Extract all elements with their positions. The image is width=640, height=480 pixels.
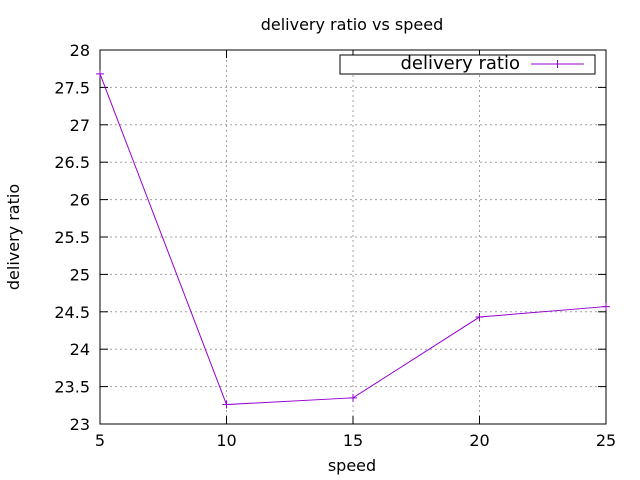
y-tick-label: 23.5 bbox=[54, 378, 90, 397]
x-tick-label: 20 bbox=[469, 431, 489, 450]
y-tick-label: 25 bbox=[70, 265, 90, 284]
y-tick-label: 23 bbox=[70, 415, 90, 434]
legend-label: delivery ratio bbox=[400, 53, 520, 74]
y-tick-label: 27 bbox=[70, 116, 90, 135]
legend-marker-plus bbox=[553, 60, 562, 68]
y-tick-label: 24.5 bbox=[54, 303, 90, 322]
y-tick-label: 24 bbox=[70, 340, 90, 359]
y-tick-label: 26 bbox=[70, 191, 90, 210]
data-point-marker bbox=[222, 400, 231, 409]
y-tick-label: 26.5 bbox=[54, 153, 90, 172]
data-point-marker bbox=[602, 302, 610, 311]
x-axis-ticks: 5 10 15 20 25 bbox=[95, 50, 616, 450]
x-tick-label: 10 bbox=[216, 431, 236, 450]
y-tick-label: 28 bbox=[70, 41, 90, 60]
x-tick-label: 5 bbox=[95, 431, 105, 450]
legend-box bbox=[339, 54, 596, 75]
series-line bbox=[99, 73, 607, 406]
legend-marker bbox=[553, 60, 562, 68]
y-axis-ticks: 23 23.5 24 24.5 25 25.5 26 26.5 27 27.5 28 bbox=[54, 41, 606, 434]
y-axis-label: delivery ratio bbox=[4, 184, 23, 290]
chart-title: delivery ratio vs speed bbox=[261, 15, 444, 34]
data-point-marker bbox=[96, 69, 104, 78]
grid-lines bbox=[100, 50, 606, 424]
x-tick-label: 15 bbox=[343, 431, 363, 450]
y-tick-label: 27.5 bbox=[54, 78, 90, 97]
series-delivery-ratio bbox=[96, 69, 610, 409]
legend: delivery ratio bbox=[339, 53, 596, 75]
data-point-marker bbox=[475, 313, 484, 322]
y-tick-label: 25.5 bbox=[54, 228, 90, 247]
data-point-marker bbox=[349, 393, 357, 402]
x-tick-label: 25 bbox=[596, 431, 616, 450]
x-axis-label: speed bbox=[328, 456, 376, 475]
